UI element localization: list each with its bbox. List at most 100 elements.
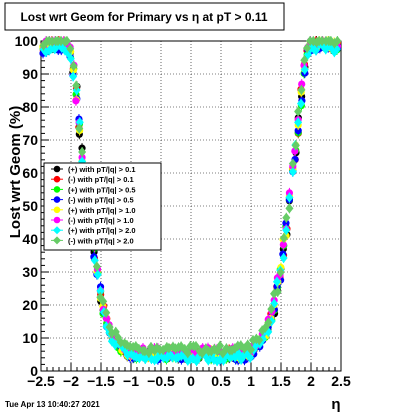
- data-point: [92, 261, 101, 272]
- series-7: [39, 36, 342, 359]
- y-tick-label: 70: [22, 132, 38, 148]
- y-tick-label: 60: [22, 165, 38, 181]
- y-tick-label: 40: [22, 231, 38, 247]
- legend-label: (+) with pT/|q| > 1.0: [68, 206, 136, 215]
- data-point: [267, 304, 276, 315]
- data-point: [102, 307, 111, 318]
- y-tick-label: 0: [30, 363, 38, 379]
- y-tick-label: 90: [22, 66, 38, 82]
- legend-label: (+) with pT/|q| > 0.1: [68, 165, 136, 174]
- data-point: [264, 317, 273, 328]
- legend-marker: [53, 216, 61, 224]
- data-point: [75, 117, 84, 128]
- data-point: [294, 117, 303, 128]
- data-point: [69, 71, 78, 82]
- y-tick-label: 100: [15, 33, 39, 49]
- data-point: [311, 45, 320, 56]
- y-tick-label: 20: [22, 297, 38, 313]
- data-point: [279, 253, 288, 264]
- x-tick-label: 2.5: [331, 373, 351, 389]
- x-tick-label: −1.5: [87, 373, 115, 389]
- data-point: [75, 123, 84, 134]
- x-axis-title: η: [331, 396, 340, 412]
- data-point: [282, 225, 291, 236]
- data-point: [66, 53, 75, 64]
- data-point: [333, 36, 342, 46]
- legend-marker: [53, 165, 61, 173]
- data-point: [282, 212, 291, 223]
- data-point: [288, 166, 297, 177]
- data-point: [72, 80, 81, 91]
- data-point: [204, 355, 213, 366]
- data-point: [246, 352, 255, 363]
- data-point: [294, 106, 303, 117]
- data-point: [298, 80, 306, 88]
- data-point: [248, 335, 257, 346]
- data-point: [122, 340, 131, 351]
- chart-title: Lost wrt Geom for Primary vs η at pT > 0…: [20, 10, 267, 24]
- legend-label: (-) with pT/|q| > 0.5: [68, 196, 134, 205]
- x-tick-label: −2: [63, 373, 79, 389]
- data-point: [255, 335, 264, 346]
- x-tick-label: −1: [123, 373, 139, 389]
- legend-marker: [53, 196, 61, 203]
- data-point: [96, 285, 105, 296]
- y-axis-title: Lost wrt Geom (%): [7, 106, 24, 239]
- data-point: [279, 241, 287, 249]
- data-point: [276, 267, 285, 278]
- x-tick-label: 1: [247, 373, 255, 389]
- data-point: [302, 43, 311, 54]
- x-tick-label: 1.5: [271, 373, 291, 389]
- data-point: [296, 98, 305, 109]
- legend-marker: [53, 206, 61, 214]
- legend-frame: [43, 162, 162, 251]
- x-tick-label: −0.5: [147, 373, 175, 389]
- title-box: Lost wrt Geom for Primary vs η at pT > 0…: [4, 2, 285, 31]
- data-point: [285, 203, 294, 214]
- data-point: [282, 219, 290, 227]
- data-point: [272, 276, 281, 287]
- legend-marker: [53, 236, 61, 245]
- data-point: [279, 232, 288, 243]
- data-point: [294, 127, 302, 135]
- data-point: [102, 314, 111, 323]
- legend: (+) with pT/|q| > 0.1(-) with pT/|q| > 0…: [43, 162, 162, 251]
- data-point: [285, 192, 294, 203]
- legend-label: (+) with pT/|q| > 0.5: [68, 185, 136, 194]
- data-point: [66, 43, 75, 54]
- legend-label: (-) with pT/|q| > 0.1: [68, 175, 134, 184]
- data-point: [72, 97, 80, 105]
- y-tick-label: 30: [22, 264, 38, 280]
- data-point: [246, 344, 255, 355]
- axes: −2.5 −2 −1.5 −1 −0.5 0 0.5 1 1.5 2 2.5 0 10 20 30 40 50 6…: [15, 33, 351, 389]
- data-point: [93, 269, 102, 280]
- x-tick-label: 0: [187, 373, 195, 389]
- data-point: [300, 55, 309, 66]
- data-point: [216, 340, 225, 351]
- data-point: [288, 158, 297, 169]
- data-point: [78, 147, 87, 158]
- data-point: [303, 49, 312, 60]
- data-point: [69, 61, 78, 72]
- data-point: [183, 348, 192, 359]
- grid: [41, 41, 341, 371]
- legend-marker: [53, 226, 61, 235]
- date-stamp: Tue Apr 13 10:40:27 2021: [5, 400, 100, 409]
- legend-label: (+) with pT/|q| > 2.0: [68, 226, 136, 235]
- data-point: [99, 296, 108, 307]
- title-frame: [4, 2, 285, 31]
- y-tick-label: 50: [22, 198, 38, 214]
- x-tick-label: 0.5: [211, 373, 231, 389]
- data-point: [62, 36, 71, 46]
- legend-marker: [53, 186, 61, 193]
- data-point: [273, 286, 282, 297]
- x-tick-label: −2.5: [27, 373, 55, 389]
- legend-label: (-) with pT/|q| > 1.0: [68, 216, 134, 225]
- data-point: [297, 84, 306, 95]
- legend-label: (-) with pT/|q| > 2.0: [68, 236, 134, 245]
- data-point: [291, 140, 300, 151]
- legend-marker: [53, 175, 61, 183]
- y-tick-label: 80: [22, 99, 38, 115]
- y-tick-label: 10: [22, 330, 38, 346]
